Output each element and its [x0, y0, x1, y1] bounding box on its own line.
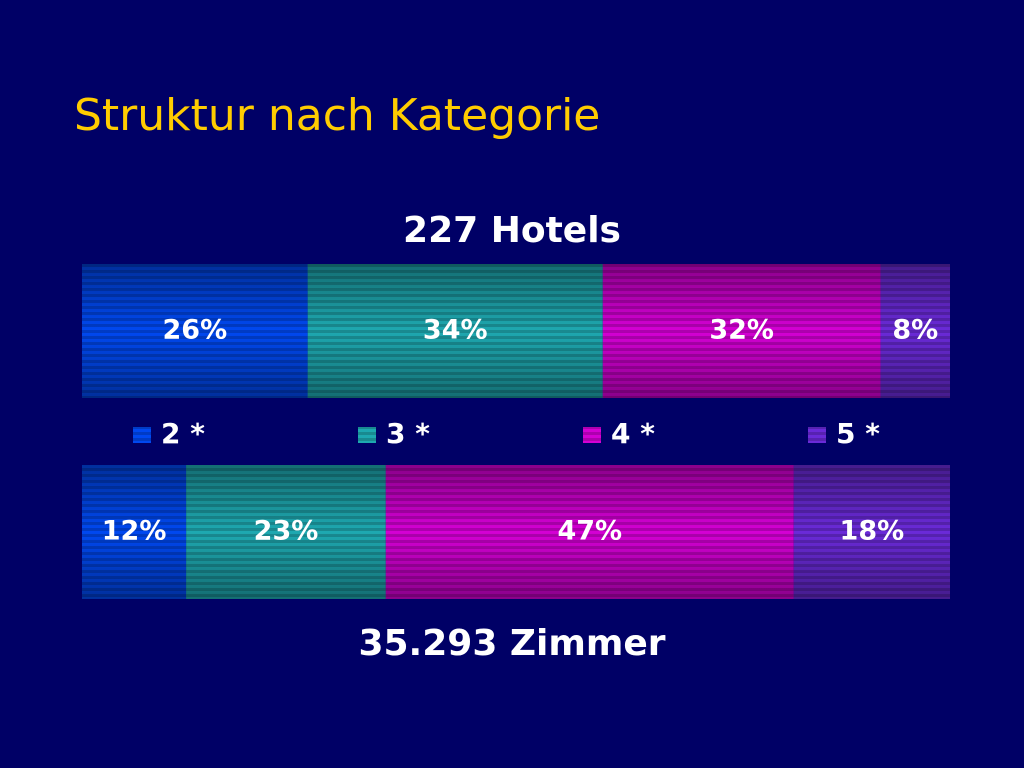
value-label: 23% — [254, 516, 319, 547]
value-label: 8% — [892, 315, 938, 346]
value-label: 18% — [840, 516, 905, 547]
bar-label: 35.293 Zimmer — [358, 623, 665, 664]
segment-stripes — [186, 465, 386, 599]
segment-stripes — [880, 264, 950, 398]
segment-stripes — [385, 465, 794, 599]
legend-label: 5 * — [836, 417, 880, 450]
segment-stripes — [82, 264, 308, 398]
value-label: 12% — [102, 516, 167, 547]
legend-swatch-stripes — [583, 427, 601, 443]
segment-stripes — [307, 264, 603, 398]
legend-swatch-stripes — [358, 427, 376, 443]
legend-label: 2 * — [161, 417, 205, 450]
legend-swatch-stripes — [133, 427, 151, 443]
segment-stripes — [793, 465, 950, 599]
legend-swatch-stripes — [808, 427, 826, 443]
value-label: 32% — [709, 315, 774, 346]
legend-label: 3 * — [386, 417, 430, 450]
slide-title: Struktur nach Kategorie — [74, 90, 600, 141]
value-label: 47% — [557, 516, 622, 547]
value-label: 26% — [163, 315, 228, 346]
segment-stripes — [602, 264, 881, 398]
value-label: 34% — [423, 315, 488, 346]
segment-stripes — [82, 465, 187, 599]
bar-label: 227 Hotels — [403, 210, 621, 251]
legend-label: 4 * — [611, 417, 655, 450]
